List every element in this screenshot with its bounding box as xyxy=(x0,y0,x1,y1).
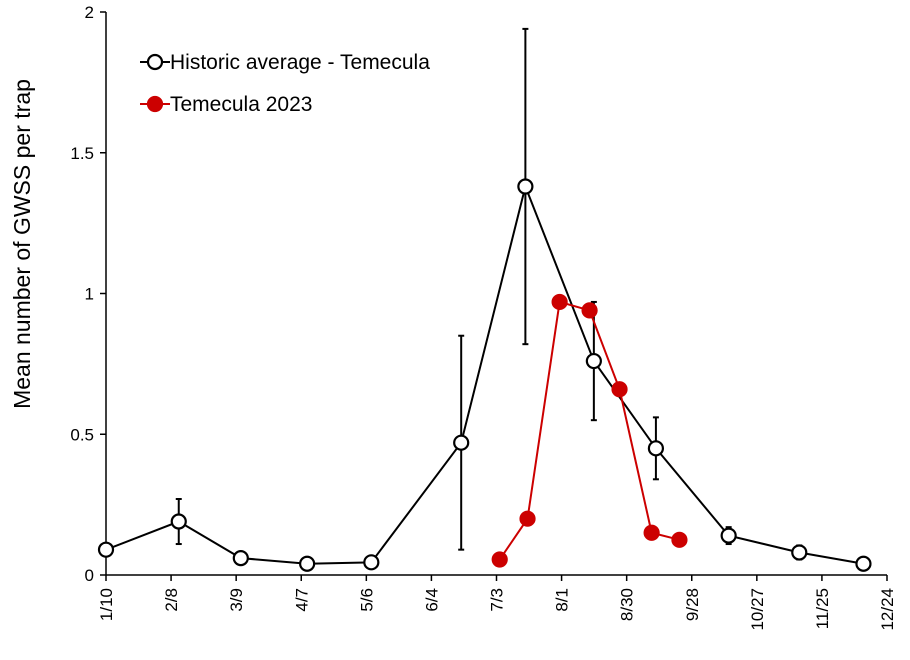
legend-label: Historic average - Temecula xyxy=(170,51,430,74)
legend-label: Temecula 2023 xyxy=(170,93,312,116)
data-point xyxy=(791,544,808,561)
legend-marker xyxy=(146,95,164,113)
x-tick-label: 1/10 xyxy=(97,588,116,621)
data-point xyxy=(97,541,115,558)
legend-marker xyxy=(146,53,164,71)
data-point xyxy=(491,551,508,568)
data-point xyxy=(551,293,568,311)
x-tick-label: 4/7 xyxy=(292,588,311,612)
data-point xyxy=(517,178,534,195)
y-tick-label: 0.5 xyxy=(70,425,94,444)
data-point xyxy=(170,513,187,530)
data-point xyxy=(643,524,660,541)
x-tick-label: 10/27 xyxy=(748,588,767,631)
series-layer xyxy=(97,27,872,572)
x-tick-label: 8/30 xyxy=(618,588,637,621)
data-point xyxy=(519,510,536,527)
x-tick-label: 3/9 xyxy=(227,588,246,612)
y-tick-label: 1 xyxy=(85,285,94,304)
x-tick-label: 6/4 xyxy=(422,588,441,612)
x-tick-label: 12/24 xyxy=(878,588,897,631)
data-point xyxy=(299,555,316,572)
data-point xyxy=(581,302,598,319)
legend: Historic average - Temecula Temecula 2023 xyxy=(140,51,430,116)
ticks: 0 0.5 1 1.5 2 1/10 2/8 3/9 4/7 5/6 6/4 7/3 8/1 8/30 9/… xyxy=(70,3,897,631)
y-axis-label: Mean number of GWSS per trap xyxy=(9,79,35,409)
x-tick-label: 7/3 xyxy=(488,588,507,612)
y-tick-label: 0 xyxy=(85,566,94,585)
data-point xyxy=(647,440,665,457)
y-tick-label: 2 xyxy=(85,3,94,22)
x-tick-label: 2/8 xyxy=(162,588,181,612)
data-point xyxy=(232,550,249,567)
series-2 xyxy=(491,293,688,568)
series-1 xyxy=(97,27,872,572)
x-tick-label: 11/25 xyxy=(813,588,832,629)
x-tick-label: 5/6 xyxy=(357,588,376,612)
y-tick-label: 1.5 xyxy=(70,144,94,163)
data-point xyxy=(453,434,470,451)
data-point xyxy=(585,352,602,370)
x-tick-label: 9/28 xyxy=(683,588,702,621)
x-tick-label: 8/1 xyxy=(553,588,572,612)
data-point xyxy=(611,381,628,398)
series-line xyxy=(105,183,864,565)
data-point xyxy=(671,531,688,548)
data-point xyxy=(363,554,380,571)
data-point xyxy=(720,527,737,544)
data-point xyxy=(855,555,872,572)
